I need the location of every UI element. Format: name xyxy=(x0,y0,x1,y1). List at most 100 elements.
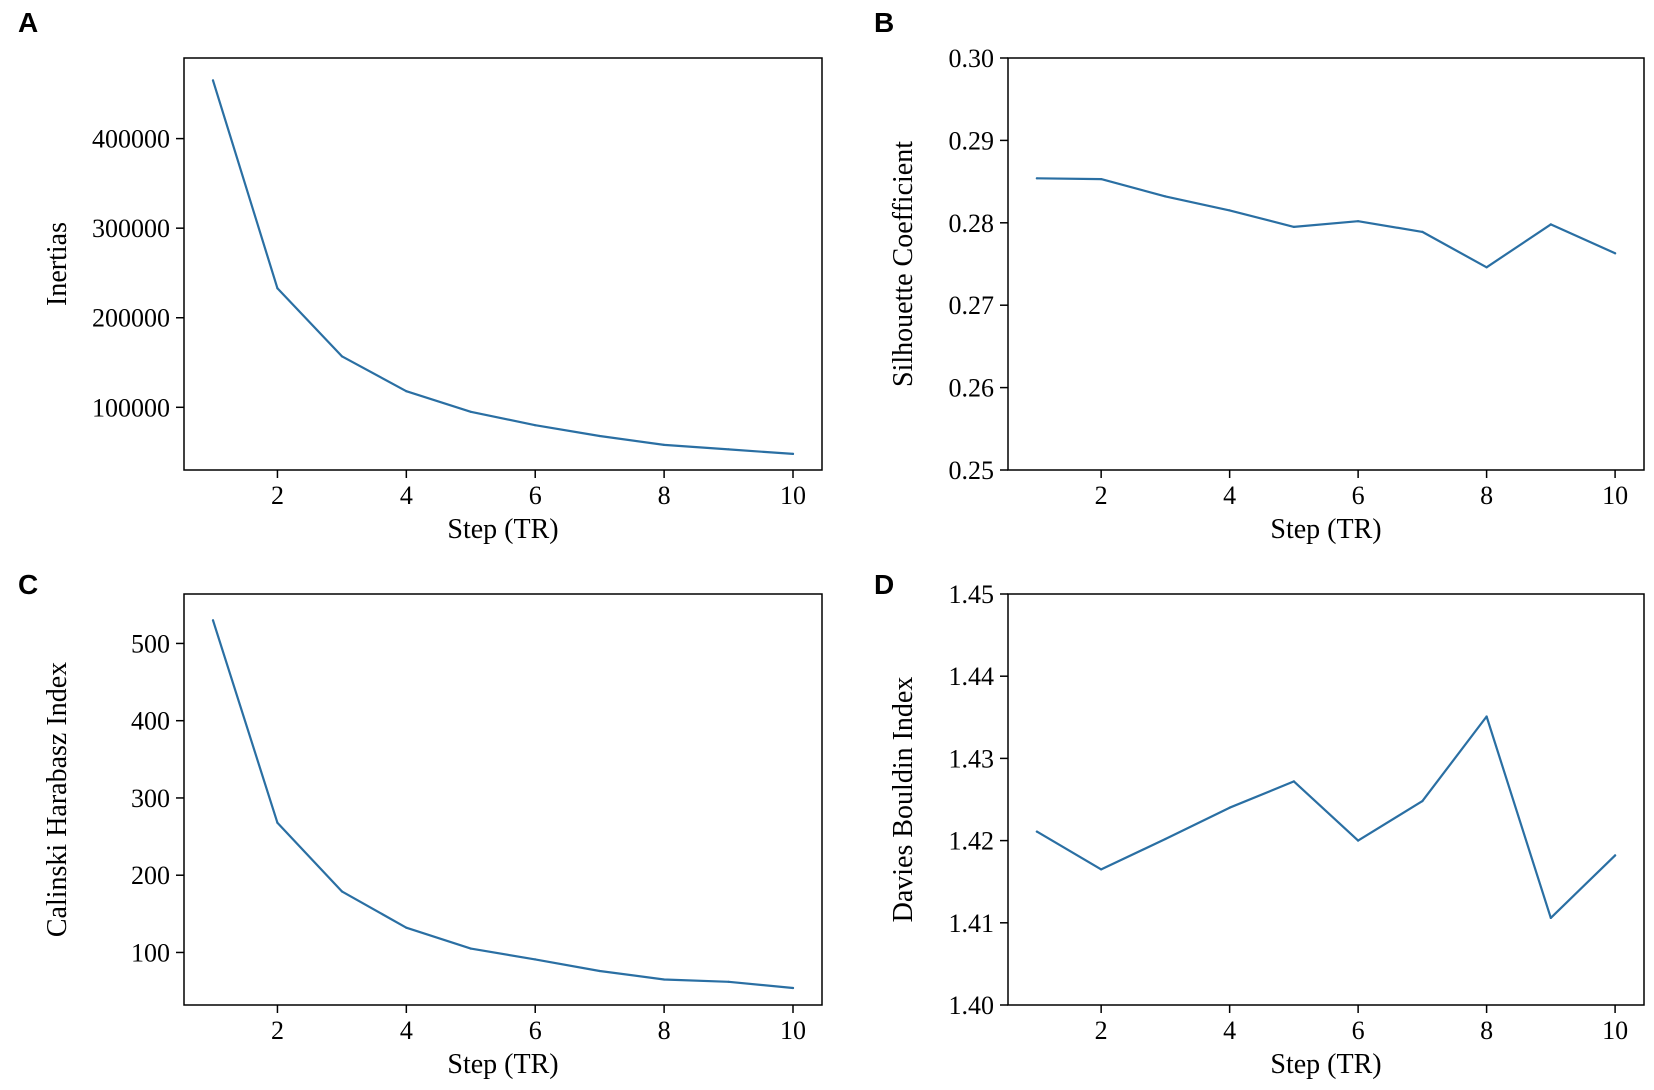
panel-letter-c: C xyxy=(18,569,38,600)
y-tick-label-b-4: 0.29 xyxy=(949,126,995,155)
data-point-c-0-3 xyxy=(405,926,408,929)
panel-letter-a: A xyxy=(18,7,38,38)
data-point-a-0-8 xyxy=(727,448,730,451)
data-point-a-0-1 xyxy=(276,287,279,290)
data-point-a-0-9 xyxy=(791,452,795,455)
y-tick-label-c-3: 400 xyxy=(131,707,170,736)
data-point-d-0-1 xyxy=(1100,868,1103,871)
x-tick-label-a-1: 4 xyxy=(400,481,413,510)
x-tick-label-b-1: 4 xyxy=(1223,481,1236,510)
x-tick-label-d-0: 2 xyxy=(1095,1016,1108,1045)
panel-c: C 2 4 6 8 10 100 200 300 400 500 Step (TR) Calinski … xyxy=(18,569,823,1080)
y-tick-label-d-4: 1.44 xyxy=(949,662,995,691)
data-point-c-0-0 xyxy=(211,619,215,622)
x-tick-label-c-3: 8 xyxy=(658,1016,671,1045)
x-tick-label-c-0: 2 xyxy=(271,1016,284,1045)
data-point-d-0-5 xyxy=(1357,839,1360,842)
plot-frame-c xyxy=(183,593,823,1006)
y-tick-label-b-3: 0.28 xyxy=(949,209,995,238)
x-tick-label-d-3: 8 xyxy=(1480,1016,1493,1045)
panel-d: D 2 4 6 8 10 1.40 1.41 1.42 1.43 1.44 1.45 Step (TR)… xyxy=(874,569,1645,1080)
y-tick-label-b-0: 0.25 xyxy=(949,456,995,485)
y-axis-title-c: Calinski Harabasz Index xyxy=(42,662,73,937)
x-tick-label-c-1: 4 xyxy=(400,1016,413,1045)
x-axis-title-b: Step (TR) xyxy=(1270,514,1381,545)
y-tick-label-a-0: 100000 xyxy=(92,393,170,422)
x-tick-label-a-2: 6 xyxy=(529,481,542,510)
data-point-d-0-3 xyxy=(1228,806,1231,809)
data-point-d-0-6 xyxy=(1421,800,1424,803)
x-tick-label-a-0: 2 xyxy=(271,481,284,510)
x-axis-title-c: Step (TR) xyxy=(447,1049,558,1080)
data-point-b-0-6 xyxy=(1421,230,1424,233)
data-point-c-0-5 xyxy=(534,958,537,961)
y-axis-title-d: Davies Bouldin Index xyxy=(888,677,919,923)
panel-b: B 2 4 6 8 10 0.25 0.26 0.27 0.28 0.29 0.30 Step (TR)… xyxy=(874,7,1645,545)
y-tick-label-a-3: 400000 xyxy=(92,125,170,154)
data-point-d-0-7 xyxy=(1485,715,1488,718)
data-point-a-0-7 xyxy=(663,443,666,446)
series-line-a-0 xyxy=(211,79,795,455)
data-point-b-0-9 xyxy=(1614,252,1617,255)
plot-frame-a xyxy=(183,57,823,471)
plot-frame-b xyxy=(1007,57,1645,471)
data-point-b-0-4 xyxy=(1292,225,1295,228)
x-tick-label-b-4: 10 xyxy=(1602,481,1628,510)
data-point-b-0-2 xyxy=(1164,195,1167,198)
data-point-c-0-1 xyxy=(276,821,279,824)
data-point-a-0-4 xyxy=(469,410,472,413)
x-tick-label-d-2: 6 xyxy=(1352,1016,1365,1045)
y-tick-label-d-5: 1.45 xyxy=(949,580,995,609)
series-line-d-0 xyxy=(1035,715,1617,920)
data-point-b-0-0 xyxy=(1035,177,1038,180)
y-tick-label-d-3: 1.43 xyxy=(949,744,995,773)
y-tick-label-c-0: 100 xyxy=(131,938,170,967)
x-tick-label-d-1: 4 xyxy=(1223,1016,1236,1045)
plot-frame-d xyxy=(1007,593,1645,1006)
data-point-a-0-3 xyxy=(405,390,408,393)
y-tick-label-d-2: 1.42 xyxy=(949,827,995,856)
data-point-d-0-4 xyxy=(1292,780,1295,783)
y-tick-label-d-0: 1.40 xyxy=(949,991,995,1020)
data-point-b-0-1 xyxy=(1100,178,1103,181)
y-tick-label-b-1: 0.26 xyxy=(949,374,995,403)
data-point-a-0-2 xyxy=(340,355,343,358)
panel-a: A 2 4 6 8 10 100000 200000 300000 400000 Step (TR)… xyxy=(18,7,823,545)
y-tick-label-c-1: 200 xyxy=(131,861,170,890)
data-point-c-0-4 xyxy=(469,947,472,950)
data-point-b-0-7 xyxy=(1485,266,1488,269)
series-line-c-0 xyxy=(211,619,795,990)
data-point-d-0-0 xyxy=(1035,830,1038,833)
data-point-b-0-5 xyxy=(1357,220,1360,223)
y-tick-label-c-2: 300 xyxy=(131,784,170,813)
series-line-b-0 xyxy=(1035,177,1617,269)
x-tick-label-c-4: 10 xyxy=(780,1016,806,1045)
x-tick-label-b-0: 2 xyxy=(1095,481,1108,510)
data-point-c-0-9 xyxy=(791,986,795,990)
data-point-d-0-2 xyxy=(1164,837,1167,841)
y-tick-label-c-4: 500 xyxy=(131,629,170,658)
y-tick-label-d-1: 1.41 xyxy=(949,909,995,938)
data-point-a-0-6 xyxy=(598,434,601,438)
x-tick-label-d-4: 10 xyxy=(1602,1016,1628,1045)
y-tick-label-b-2: 0.27 xyxy=(949,291,995,320)
data-point-a-0-5 xyxy=(534,424,537,427)
x-tick-label-c-2: 6 xyxy=(529,1016,542,1045)
data-point-b-0-3 xyxy=(1228,209,1231,212)
x-tick-label-b-2: 6 xyxy=(1352,481,1365,510)
x-axis-title-a: Step (TR) xyxy=(447,514,558,545)
y-tick-label-a-1: 200000 xyxy=(92,304,170,333)
y-axis-title-b: Silhouette Coefficient xyxy=(888,141,919,387)
data-point-c-0-6 xyxy=(598,969,601,973)
y-axis-title-a: Inertias xyxy=(42,222,73,306)
y-tick-label-a-2: 300000 xyxy=(92,214,170,243)
x-tick-label-b-3: 8 xyxy=(1480,481,1493,510)
data-point-a-0-0 xyxy=(211,79,215,82)
data-point-d-0-8 xyxy=(1549,916,1552,920)
data-point-c-0-7 xyxy=(663,978,666,981)
data-point-d-0-9 xyxy=(1614,854,1617,857)
y-tick-label-b-5: 0.30 xyxy=(949,44,995,73)
data-point-c-0-2 xyxy=(340,890,343,893)
data-point-c-0-8 xyxy=(727,980,730,983)
